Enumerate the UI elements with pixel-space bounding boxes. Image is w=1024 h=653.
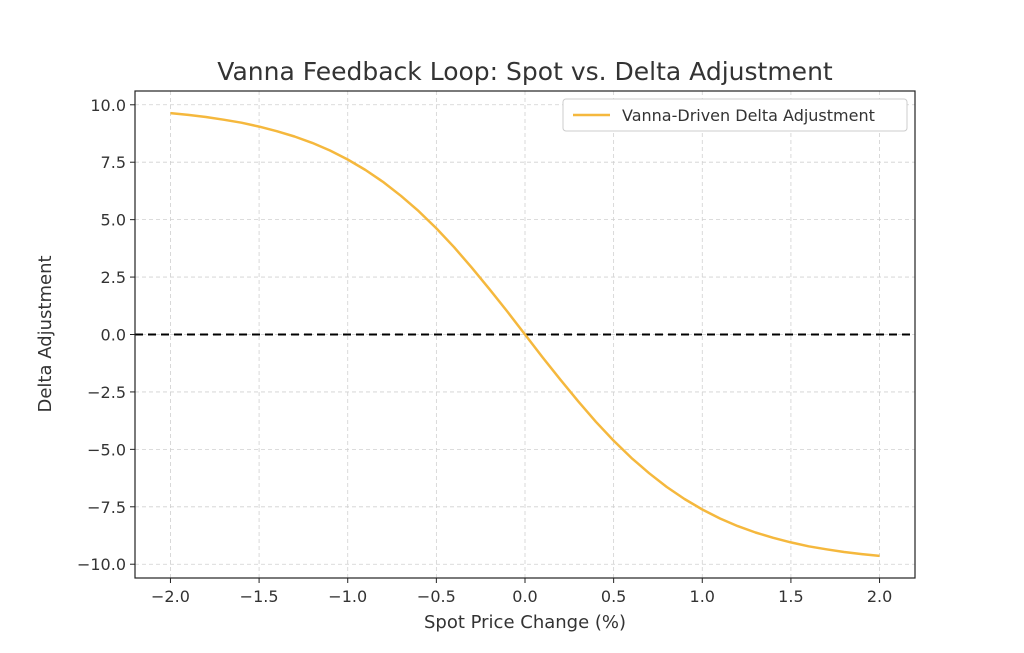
x-tick-label: 1.5 xyxy=(778,587,803,606)
x-tick-label: 0.5 xyxy=(601,587,626,606)
series-layer xyxy=(170,111,880,558)
y-tick-label: 5.0 xyxy=(101,211,126,230)
x-tick-label: 1.0 xyxy=(690,587,715,606)
y-tick-label: −10.0 xyxy=(77,555,126,574)
legend-label: Vanna-Driven Delta Adjustment xyxy=(622,106,875,125)
x-tick-label: −0.5 xyxy=(417,587,456,606)
y-tick-label: 2.5 xyxy=(101,268,126,287)
y-tick-label: 0.0 xyxy=(101,326,126,345)
chart-title: Vanna Feedback Loop: Spot vs. Delta Adju… xyxy=(217,57,833,86)
legend-box xyxy=(562,98,908,132)
y-tick-label: −2.5 xyxy=(87,383,126,402)
y-tick-label: −5.0 xyxy=(87,440,126,459)
x-axis-label: Spot Price Change (%) xyxy=(424,612,626,633)
x-tick-label: 0.0 xyxy=(512,587,537,606)
y-tick-label: −7.5 xyxy=(87,498,126,517)
x-axis-ticks: −2.0 −1.5 −1.0 −0.5 0.0 0.5 1.0 1.5 2.0 xyxy=(151,578,892,606)
legend: Vanna-Driven Delta Adjustment xyxy=(562,98,908,132)
y-tick-label: 7.5 xyxy=(101,153,126,172)
x-tick-label: −1.0 xyxy=(328,587,367,606)
x-tick-label: −2.0 xyxy=(151,587,190,606)
series-line xyxy=(170,111,880,558)
x-tick-label: 2.0 xyxy=(867,587,892,606)
y-tick-label: 10.0 xyxy=(90,96,126,115)
y-axis-ticks: 10.0 7.5 5.0 2.5 0.0 −2.5 −5.0 −7.5 −10.0 xyxy=(77,96,135,574)
x-tick-label: −1.5 xyxy=(240,587,279,606)
y-axis-label: Delta Adjustment xyxy=(35,255,56,412)
